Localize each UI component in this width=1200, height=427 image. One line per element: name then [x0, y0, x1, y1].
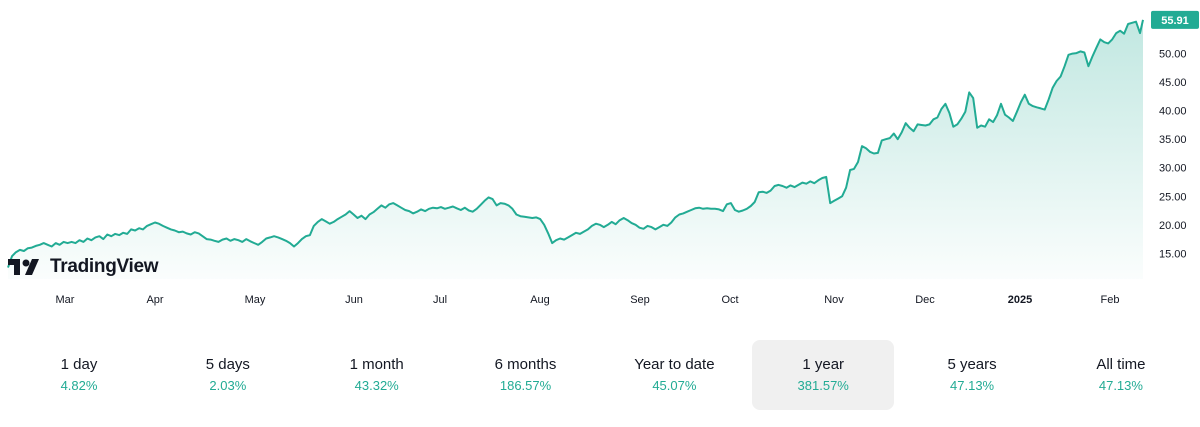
tradingview-logo[interactable]: TradingView [8, 256, 159, 278]
period-label: 5 years [947, 356, 997, 373]
last-price-badge [1151, 10, 1199, 29]
tradingview-logo-icon [8, 259, 39, 275]
x-tick-label: Sep [630, 294, 650, 306]
period-change: 47.13% [950, 378, 995, 393]
x-tick-label: Nov [824, 294, 844, 306]
y-tick-label: 15.00 [1159, 248, 1187, 260]
x-tick-label: May [245, 294, 266, 306]
price-line [7, 19, 1144, 268]
period-label: 1 day [60, 356, 98, 373]
y-tick-label: 20.00 [1159, 220, 1187, 232]
period-label: 6 months [494, 356, 557, 373]
period-5-years[interactable]: 5 years 47.13% [901, 340, 1043, 410]
period-6-months[interactable]: 6 months 186.57% [455, 340, 597, 410]
period-1-day[interactable]: 1 day 4.82% [8, 340, 150, 410]
period-change: 45.07% [652, 378, 697, 393]
performance-periods: 1 day 4.82% 5 days 2.03% 1 month 43.32% … [0, 340, 1200, 410]
period-label: All time [1096, 356, 1146, 373]
period-change: 2.03% [209, 378, 247, 393]
period-change: 43.32% [354, 378, 399, 393]
x-tick-label: Dec [915, 294, 935, 306]
y-tick-label: 40.00 [1159, 106, 1187, 118]
x-tick-label: Jul [433, 294, 447, 306]
y-tick-label: 50.00 [1159, 49, 1187, 61]
period-1-year[interactable]: 1 year 381.57% [752, 340, 895, 410]
period-label: Year to date [634, 356, 715, 373]
period-5-days[interactable]: 5 days 2.03% [157, 340, 299, 410]
period-year-to-date[interactable]: Year to date 45.07% [603, 340, 745, 410]
x-tick-label: Oct [721, 294, 738, 306]
last-price-label: 55.91 [1161, 15, 1189, 27]
period-label: 5 days [205, 356, 250, 373]
x-tick-label: Jun [345, 294, 363, 306]
price-area [8, 19, 1143, 280]
y-tick-label: 45.00 [1159, 77, 1187, 89]
y-tick-label: 25.00 [1159, 191, 1187, 203]
x-tick-label: Mar [56, 294, 75, 306]
period-1-month[interactable]: 1 month 43.32% [306, 340, 448, 410]
period-label: 1 year [802, 356, 845, 373]
period-change: 4.82% [60, 378, 98, 393]
tradingview-logo-text: TradingView [50, 256, 159, 277]
period-change: 186.57% [499, 378, 552, 393]
period-label: 1 month [349, 356, 404, 373]
period-change: 381.57% [797, 378, 849, 393]
price-chart-svg[interactable]: 15.00 20.00 25.00 30.00 35.00 40.00 45.00 50.00… [0, 0, 1200, 315]
period-change: 47.13% [1098, 378, 1143, 393]
x-tick-label: Apr [146, 294, 163, 306]
x-tick-label: Feb [1101, 294, 1120, 306]
x-tick-label: 2025 [1008, 294, 1032, 306]
price-chart[interactable]: 15.00 20.00 25.00 30.00 35.00 40.00 45.00 50.00… [0, 0, 1200, 315]
x-tick-label: Aug [530, 294, 550, 306]
period-all-time[interactable]: All time 47.13% [1050, 340, 1192, 410]
y-tick-label: 30.00 [1159, 163, 1187, 175]
y-tick-label: 35.00 [1159, 134, 1187, 146]
